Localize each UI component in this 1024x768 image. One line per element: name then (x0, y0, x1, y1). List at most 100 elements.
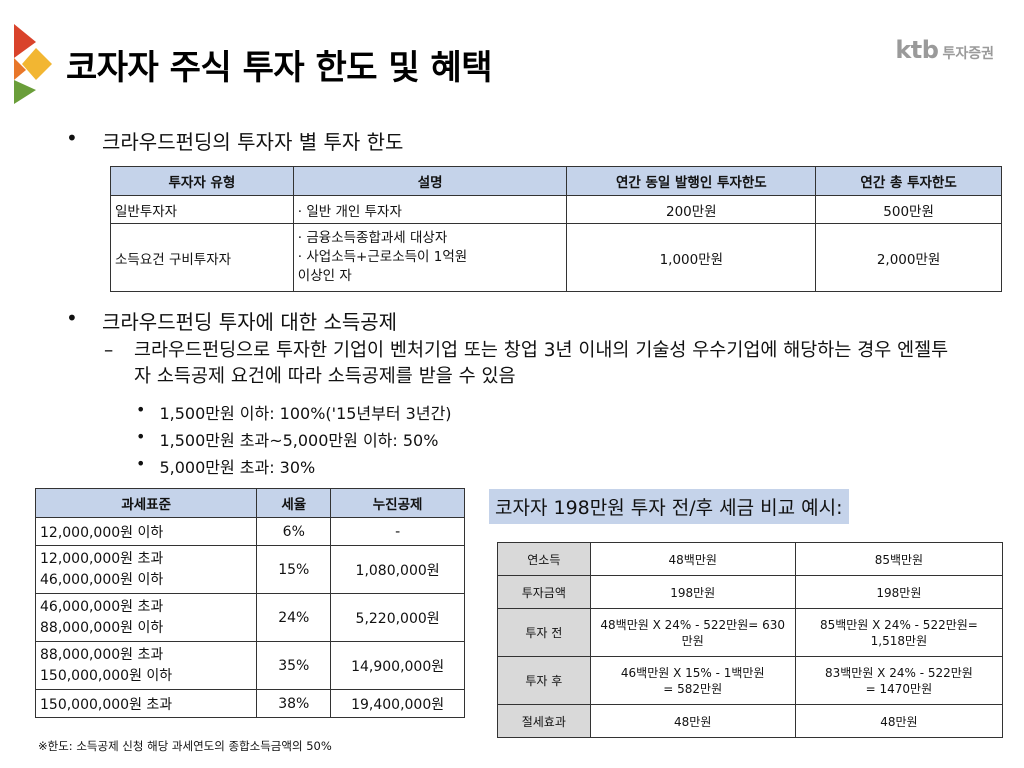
table-row: 절세효과 48만원 48만원 (497, 704, 1004, 738)
case-b-value: 198만원 (794, 575, 1004, 609)
sub-bullet-text: 1,500만원 초과~5,000만원 이하: 50% (159, 431, 439, 450)
total-limit: 2,000만원 (815, 223, 1002, 292)
case-a-value: 46백만원 X 15% - 1백만원 = 582만원 (589, 656, 796, 705)
investor-type: 일반투자자 (110, 195, 294, 224)
tax-base: 12,000,000원 이하 (34, 517, 258, 546)
investor-limit-table: 투자자 유형 설명 연간 동일 발행인 투자한도 연간 총 투자한도 일반투자자… (110, 166, 1002, 292)
table-header: 과세표준 (34, 488, 258, 518)
footnote: ※한도: 소득공제 신청 해당 과세연도의 종합소득금액의 50% (38, 739, 332, 753)
tax-base-line: 12,000,000원 초과 (40, 550, 164, 567)
value-line: 46백만원 X 15% - 1백만원 (620, 665, 765, 680)
tax-base: 46,000,000원 초과 88,000,000원 이하 (34, 593, 258, 642)
case-b-value: 85백만원 X 24% - 522만원= 1,518만원 (794, 608, 1004, 657)
tax-compare-table: 연소득 48백만원 85백만원 투자금액 198만원 198만원 투자 전 48… (497, 542, 1004, 738)
case-b-value: 83백만원 X 24% - 522만원 = 1470만원 (794, 656, 1004, 705)
table-row: 투자금액 198만원 198만원 (497, 575, 1004, 609)
case-a-value: 48백만원 X 24% - 522만원= 630 만원 (589, 608, 796, 657)
case-b-value: 85백만원 (794, 542, 1004, 576)
table-row: 12,000,000원 초과 46,000,000원 이하 15% 1,080,… (34, 545, 465, 594)
value-line: 83백만원 X 24% - 522만원 (824, 665, 973, 680)
case-a-value: 48만원 (589, 704, 796, 738)
same-issuer-limit: 1,000만원 (566, 223, 817, 292)
brand-logo-text: ktb (895, 36, 939, 64)
table-row: 150,000,000원 초과 38% 19,400,000원 (34, 689, 465, 718)
table-header: 세율 (256, 488, 332, 518)
sub-bullet-item: • 1,500만원 이하: 100%('15년부터 3년간) (136, 400, 452, 424)
progressive-deduction: 19,400,000원 (330, 689, 465, 718)
compare-title: 코자자 198만원 투자 전/후 세금 비교 예시: (489, 489, 849, 524)
row-label: 투자 전 (497, 608, 591, 657)
table-row: 연소득 48백만원 85백만원 (497, 542, 1004, 576)
tax-base: 150,000,000원 초과 (34, 689, 258, 718)
section2-heading: • 크라우드펀딩 투자에 대한 소득공제 (66, 306, 397, 335)
tax-base: 88,000,000원 초과 150,000,000원 이하 (34, 641, 258, 690)
table-header: 투자자 유형 (110, 166, 294, 196)
case-a-value: 48백만원 (589, 542, 796, 576)
sub-bullet-item: • 5,000만원 초과: 30% (136, 454, 315, 478)
bullet-mark: • (136, 427, 146, 446)
page-title: 코자자 주식 투자 한도 및 혜택 (66, 48, 493, 88)
table-row: 투자 전 48백만원 X 24% - 522만원= 630 만원 85백만원 X… (497, 608, 1004, 657)
sub-bullet-text: 5,000만원 초과: 30% (159, 458, 316, 477)
tax-base-line: 88,000,000원 이하 (40, 619, 164, 636)
section1-heading-text: 크라우드펀딩의 투자자 별 투자 한도 (102, 130, 404, 154)
progressive-deduction: 1,080,000원 (330, 545, 465, 594)
total-limit: 500만원 (815, 195, 1002, 224)
same-issuer-limit: 200만원 (566, 195, 817, 224)
brand-logo: ktb 투자증권 (895, 36, 994, 64)
value-line: = 582만원 (663, 681, 723, 696)
section2-heading-text: 크라우드펀딩 투자에 대한 소득공제 (102, 310, 398, 334)
value-line: 85백만원 X 24% - 522만원= (819, 617, 978, 632)
sub-bullet-item: • 1,500만원 초과~5,000만원 이하: 50% (136, 427, 438, 451)
bullet-mark: • (136, 454, 146, 473)
table-header: 설명 (292, 166, 568, 196)
value-line: = 1470만원 (865, 681, 933, 696)
tax-base-line: 46,000,000원 이하 (40, 571, 164, 588)
desc-line: · 사업소득+근로소득이 1억원 (297, 249, 468, 265)
section1-heading: • 크라우드펀딩의 투자자 별 투자 한도 (66, 126, 403, 155)
table-row: 12,000,000원 이하 6% - (34, 517, 465, 546)
case-a-value: 198만원 (589, 575, 796, 609)
progressive-deduction: 14,900,000원 (330, 641, 465, 690)
tax-base: 12,000,000원 초과 46,000,000원 이하 (34, 545, 258, 594)
value-line: 1,518만원 (870, 633, 928, 648)
tax-base-line: 150,000,000원 이하 (40, 667, 173, 684)
logo-diamond-icon (14, 24, 52, 104)
row-label: 투자금액 (497, 575, 591, 609)
dash-item: – 크라우드펀딩으로 투자한 기업이 벤처기업 또는 창업 3년 이내의 기술성… (104, 338, 964, 390)
row-label: 연소득 (497, 542, 591, 576)
investor-desc: · 일반 개인 투자자 (292, 195, 568, 224)
table-row: 46,000,000원 초과 88,000,000원 이하 24% 5,220,… (34, 593, 465, 642)
table-header: 연간 총 투자한도 (815, 166, 1002, 196)
table-row: 소득요건 구비투자자 · 금융소득종합과세 대상자 · 사업소득+근로소득이 1… (110, 223, 1002, 292)
brand-name: 투자증권 (942, 46, 994, 62)
tax-rate: 15% (256, 545, 332, 594)
table-header: 연간 동일 발행인 투자한도 (566, 166, 817, 196)
bullet-mark: • (136, 400, 146, 419)
value-line: 48백만원 X 24% - 522만원= 630 (600, 617, 786, 632)
table-header: 누진공제 (330, 488, 465, 518)
tax-rate: 6% (256, 517, 332, 546)
table-row: 일반투자자 · 일반 개인 투자자 200만원 500만원 (110, 195, 1002, 224)
row-label: 절세효과 (497, 704, 591, 738)
investor-desc: · 금융소득종합과세 대상자 · 사업소득+근로소득이 1억원 이상인 자 (292, 223, 568, 292)
tax-rate-table: 과세표준 세율 누진공제 12,000,000원 이하 6% - 12,000,… (34, 488, 465, 718)
tax-rate: 38% (256, 689, 332, 718)
progressive-deduction: 5,220,000원 (330, 593, 465, 642)
bullet-mark: • (66, 306, 78, 330)
tax-rate: 24% (256, 593, 332, 642)
table-row: 투자 후 46백만원 X 15% - 1백만원 = 582만원 83백만원 X … (497, 656, 1004, 705)
value-line: 만원 (681, 633, 704, 648)
investor-type: 소득요건 구비투자자 (110, 223, 294, 292)
desc-line: · 금융소득종합과세 대상자 (297, 230, 448, 246)
dash-text: 크라우드펀딩으로 투자한 기업이 벤처기업 또는 창업 3년 이내의 기술성 우… (134, 340, 949, 387)
tax-base-line: 46,000,000원 초과 (40, 598, 164, 615)
sub-bullet-text: 1,500만원 이하: 100%('15년부터 3년간) (159, 404, 452, 423)
row-label: 투자 후 (497, 656, 591, 705)
tax-rate: 35% (256, 641, 332, 690)
dash-mark: – (104, 340, 114, 361)
tax-base-line: 88,000,000원 초과 (40, 646, 164, 663)
bullet-mark: • (66, 126, 78, 150)
desc-line: 이상인 자 (297, 268, 352, 284)
